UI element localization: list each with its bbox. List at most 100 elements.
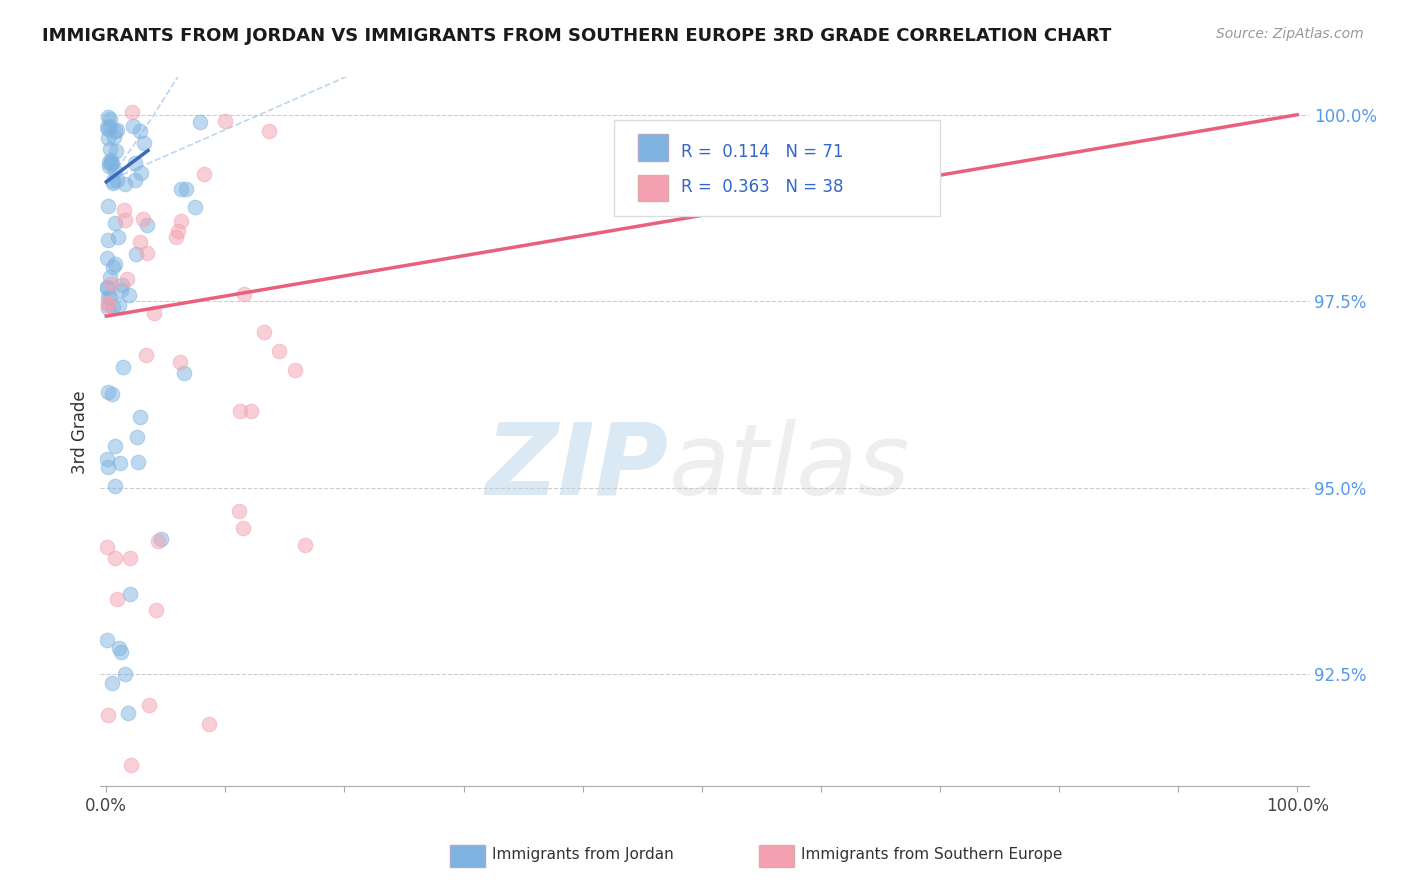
Point	[136, 246, 159, 260]
Point	[198, 717, 221, 731]
Point	[104, 551, 127, 566]
Point	[170, 214, 193, 228]
Point	[233, 287, 256, 301]
Point	[97, 296, 120, 310]
Point	[115, 271, 138, 285]
Point	[97, 199, 120, 213]
Point	[170, 182, 193, 196]
Point	[253, 325, 276, 339]
Point	[128, 409, 150, 424]
Point	[128, 124, 150, 138]
Point	[118, 288, 141, 302]
Point	[284, 363, 307, 377]
Text: atlas: atlas	[668, 418, 910, 516]
Point	[97, 385, 120, 400]
Point	[127, 455, 149, 469]
Y-axis label: 3rd Grade: 3rd Grade	[72, 390, 89, 474]
Point	[104, 216, 127, 230]
Text: Immigrants from Southern Europe: Immigrants from Southern Europe	[801, 847, 1063, 862]
Point	[98, 270, 121, 285]
Point	[193, 167, 215, 181]
Point	[97, 155, 120, 169]
Point	[149, 532, 172, 546]
Point	[259, 124, 281, 138]
Point	[97, 131, 120, 145]
Point	[100, 157, 122, 171]
Point	[96, 280, 118, 294]
Point	[98, 290, 121, 304]
Point	[117, 706, 139, 720]
Point	[103, 260, 125, 274]
Point	[132, 211, 155, 226]
Point	[105, 122, 128, 136]
FancyBboxPatch shape	[614, 120, 941, 216]
Point	[96, 633, 118, 648]
Point	[104, 439, 127, 453]
Point	[114, 666, 136, 681]
Point	[294, 538, 316, 552]
Point	[267, 343, 290, 358]
Point	[96, 707, 118, 722]
Point	[98, 119, 121, 133]
Point	[97, 298, 120, 312]
Text: IMMIGRANTS FROM JORDAN VS IMMIGRANTS FROM SOUTHERN EUROPE 3RD GRADE CORRELATION : IMMIGRANTS FROM JORDAN VS IMMIGRANTS FRO…	[42, 27, 1112, 45]
Point	[96, 281, 118, 295]
Point	[145, 603, 167, 617]
Point	[104, 124, 127, 138]
Point	[111, 278, 134, 293]
Point	[110, 645, 132, 659]
Point	[124, 155, 146, 169]
Point	[124, 172, 146, 186]
Point	[112, 203, 135, 218]
Text: R =  0.363   N = 38: R = 0.363 N = 38	[681, 178, 844, 196]
Point	[108, 456, 131, 470]
Point	[169, 355, 191, 369]
Point	[97, 233, 120, 247]
Point	[110, 283, 132, 297]
Point	[96, 120, 118, 134]
Point	[165, 230, 187, 244]
Point	[214, 113, 236, 128]
Point	[229, 403, 252, 417]
Point	[114, 177, 136, 191]
Point	[108, 641, 131, 656]
Point	[98, 112, 121, 126]
Point	[105, 592, 128, 607]
Point	[96, 451, 118, 466]
Text: ZIP: ZIP	[485, 418, 668, 516]
Point	[97, 301, 120, 315]
Point	[101, 300, 124, 314]
Point	[232, 521, 254, 535]
Bar	[638, 175, 668, 202]
Point	[104, 257, 127, 271]
Point	[183, 200, 205, 214]
Point	[101, 387, 124, 401]
Point	[134, 136, 156, 151]
Point	[112, 359, 135, 374]
Point	[96, 251, 118, 265]
Point	[125, 247, 148, 261]
Point	[120, 551, 142, 566]
Point	[98, 159, 121, 173]
Point	[190, 115, 212, 129]
Point	[103, 130, 125, 145]
Point	[240, 404, 263, 418]
Point	[100, 153, 122, 167]
Point	[101, 675, 124, 690]
Point	[103, 174, 125, 188]
Point	[97, 460, 120, 475]
Point	[96, 540, 118, 554]
Point	[100, 277, 122, 291]
Point	[97, 289, 120, 303]
Point	[174, 181, 197, 195]
Point	[120, 757, 142, 772]
Text: Immigrants from Jordan: Immigrants from Jordan	[492, 847, 673, 862]
Point	[104, 164, 127, 178]
Point	[136, 219, 159, 233]
Point	[96, 122, 118, 136]
Point	[148, 533, 170, 548]
Point	[103, 176, 125, 190]
Point	[167, 224, 190, 238]
Point	[228, 504, 250, 518]
Point	[122, 119, 145, 133]
